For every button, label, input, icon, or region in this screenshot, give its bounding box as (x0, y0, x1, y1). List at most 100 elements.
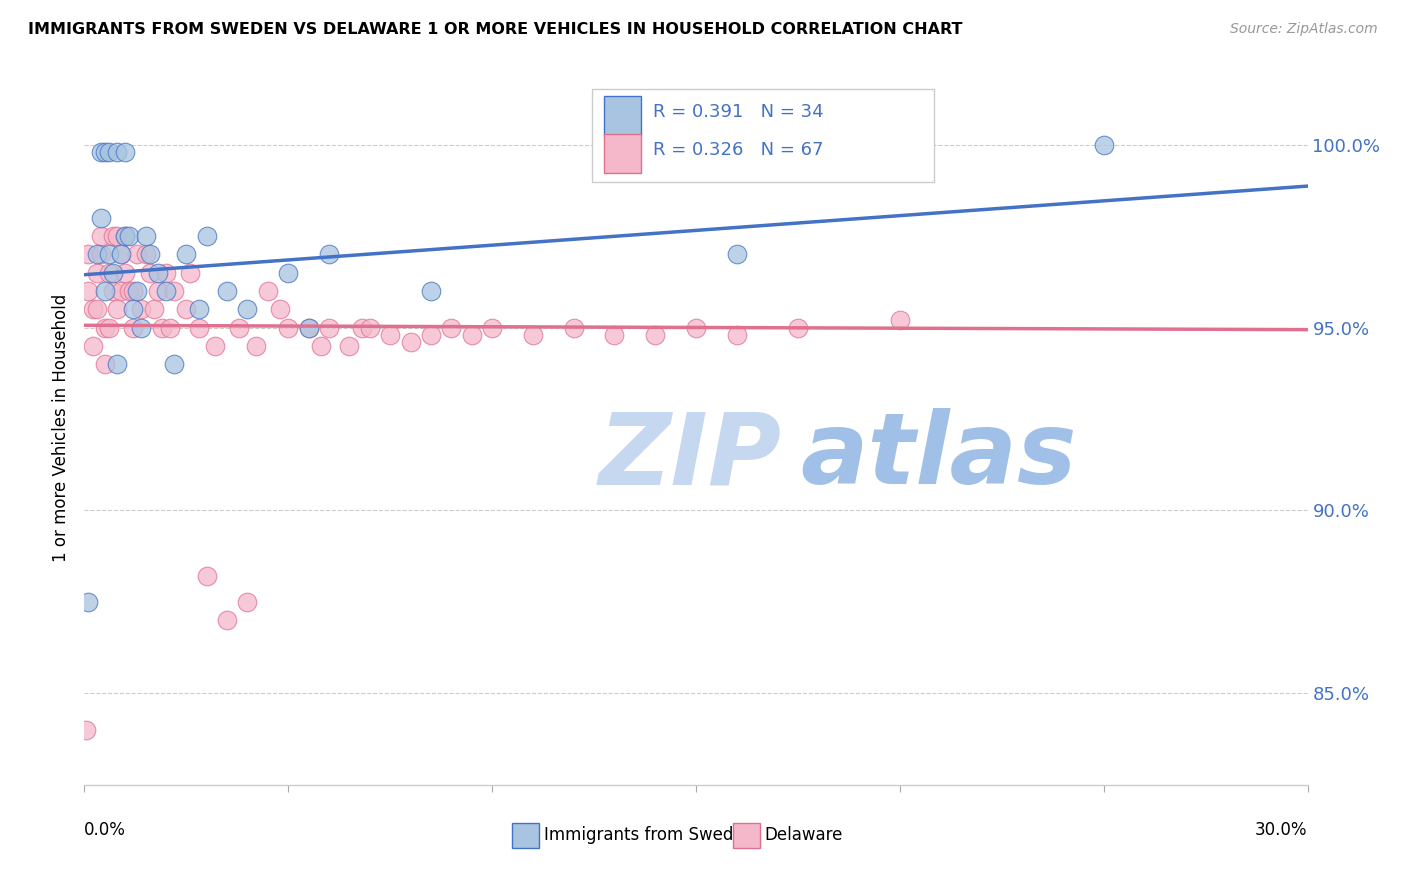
Point (204, 339, 226, 353)
Text: ZIP: ZIP (598, 409, 782, 505)
Point (122, 284, 145, 298)
Point (380, 327, 402, 342)
Point (163, 357, 186, 371)
Point (86, 247, 108, 261)
Point (75, 723, 97, 737)
Text: Source: ZipAtlas.com: Source: ZipAtlas.com (1230, 22, 1378, 37)
Point (174, 302, 197, 317)
Point (118, 284, 141, 298)
Point (318, 320, 340, 334)
Point (77, 595, 100, 609)
Bar (605, 96, 641, 136)
Point (105, 302, 128, 317)
Point (787, 320, 810, 334)
Text: Immigrants from Sweden: Immigrants from Sweden (544, 826, 755, 844)
Point (142, 302, 165, 317)
Point (603, 327, 626, 342)
Text: R = 0.391   N = 34: R = 0.391 N = 34 (654, 103, 824, 121)
Point (138, 266, 160, 280)
Point (82, 339, 104, 353)
Point (725, 327, 748, 342)
Point (277, 320, 299, 334)
Point (101, 229, 124, 244)
Point (217, 613, 239, 627)
Point (86, 302, 108, 317)
Point (245, 339, 267, 353)
Point (101, 266, 124, 280)
Point (114, 145, 136, 159)
Point (110, 247, 132, 261)
Point (110, 284, 132, 298)
Point (97, 320, 120, 334)
FancyBboxPatch shape (592, 89, 935, 182)
Point (163, 284, 186, 298)
Point (644, 327, 666, 342)
Point (122, 320, 145, 334)
Point (236, 595, 259, 609)
Bar (733, 822, 759, 847)
Point (105, 229, 128, 244)
Point (131, 302, 153, 317)
Point (481, 320, 503, 334)
Point (318, 247, 340, 261)
Point (118, 229, 141, 244)
Point (82, 302, 104, 317)
Point (114, 266, 136, 280)
Point (725, 247, 748, 261)
Point (179, 266, 201, 280)
Point (131, 320, 153, 334)
Point (461, 327, 484, 342)
Point (685, 320, 707, 334)
Point (399, 335, 422, 350)
Point (155, 266, 177, 280)
Point (309, 339, 332, 353)
Point (420, 327, 443, 342)
Point (155, 284, 177, 298)
Point (159, 320, 181, 334)
Bar (605, 134, 641, 173)
Point (420, 284, 443, 298)
Point (187, 302, 209, 317)
Point (150, 320, 173, 334)
Point (359, 320, 381, 334)
Point (93, 145, 115, 159)
Point (228, 320, 250, 334)
Point (350, 320, 373, 334)
Point (257, 284, 280, 298)
Y-axis label: 1 or more Vehicles in Household: 1 or more Vehicles in Household (52, 294, 70, 562)
Bar (513, 822, 540, 847)
Point (217, 284, 239, 298)
Text: atlas: atlas (800, 409, 1077, 505)
Point (298, 320, 321, 334)
Point (174, 247, 197, 261)
Point (146, 266, 169, 280)
Point (298, 320, 321, 334)
Text: Delaware: Delaware (765, 826, 842, 844)
Point (135, 229, 157, 244)
Point (77, 284, 100, 298)
Point (127, 284, 149, 298)
Point (889, 313, 911, 327)
Point (138, 247, 160, 261)
Point (90, 211, 112, 225)
Point (93, 284, 115, 298)
Point (105, 145, 128, 159)
Point (195, 569, 218, 583)
Point (101, 284, 124, 298)
Point (77, 247, 100, 261)
Point (114, 229, 136, 244)
Point (146, 284, 169, 298)
Point (522, 327, 544, 342)
Point (90, 145, 112, 159)
Point (122, 302, 145, 317)
Point (86, 266, 108, 280)
Point (187, 320, 209, 334)
Point (440, 320, 463, 334)
Text: R = 0.326   N = 67: R = 0.326 N = 67 (654, 141, 824, 159)
Point (277, 266, 299, 280)
Point (97, 266, 120, 280)
Point (269, 302, 291, 317)
Point (90, 247, 112, 261)
Point (114, 229, 136, 244)
Point (1092, 137, 1115, 152)
